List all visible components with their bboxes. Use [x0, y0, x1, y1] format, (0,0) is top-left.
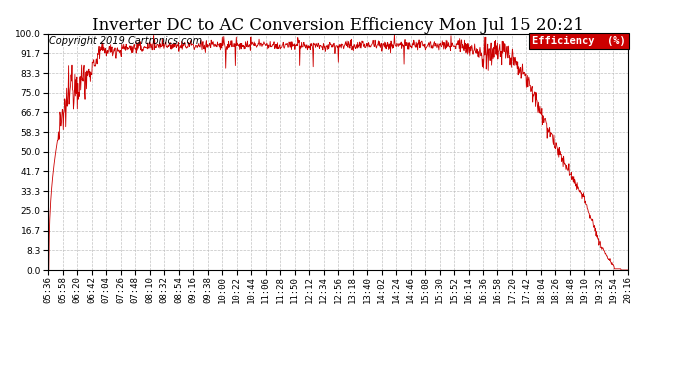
Text: Copyright 2019 Cartronics.com: Copyright 2019 Cartronics.com: [49, 36, 202, 46]
Text: Efficiency  (%): Efficiency (%): [533, 36, 626, 46]
Title: Inverter DC to AC Conversion Efficiency Mon Jul 15 20:21: Inverter DC to AC Conversion Efficiency …: [92, 16, 584, 34]
